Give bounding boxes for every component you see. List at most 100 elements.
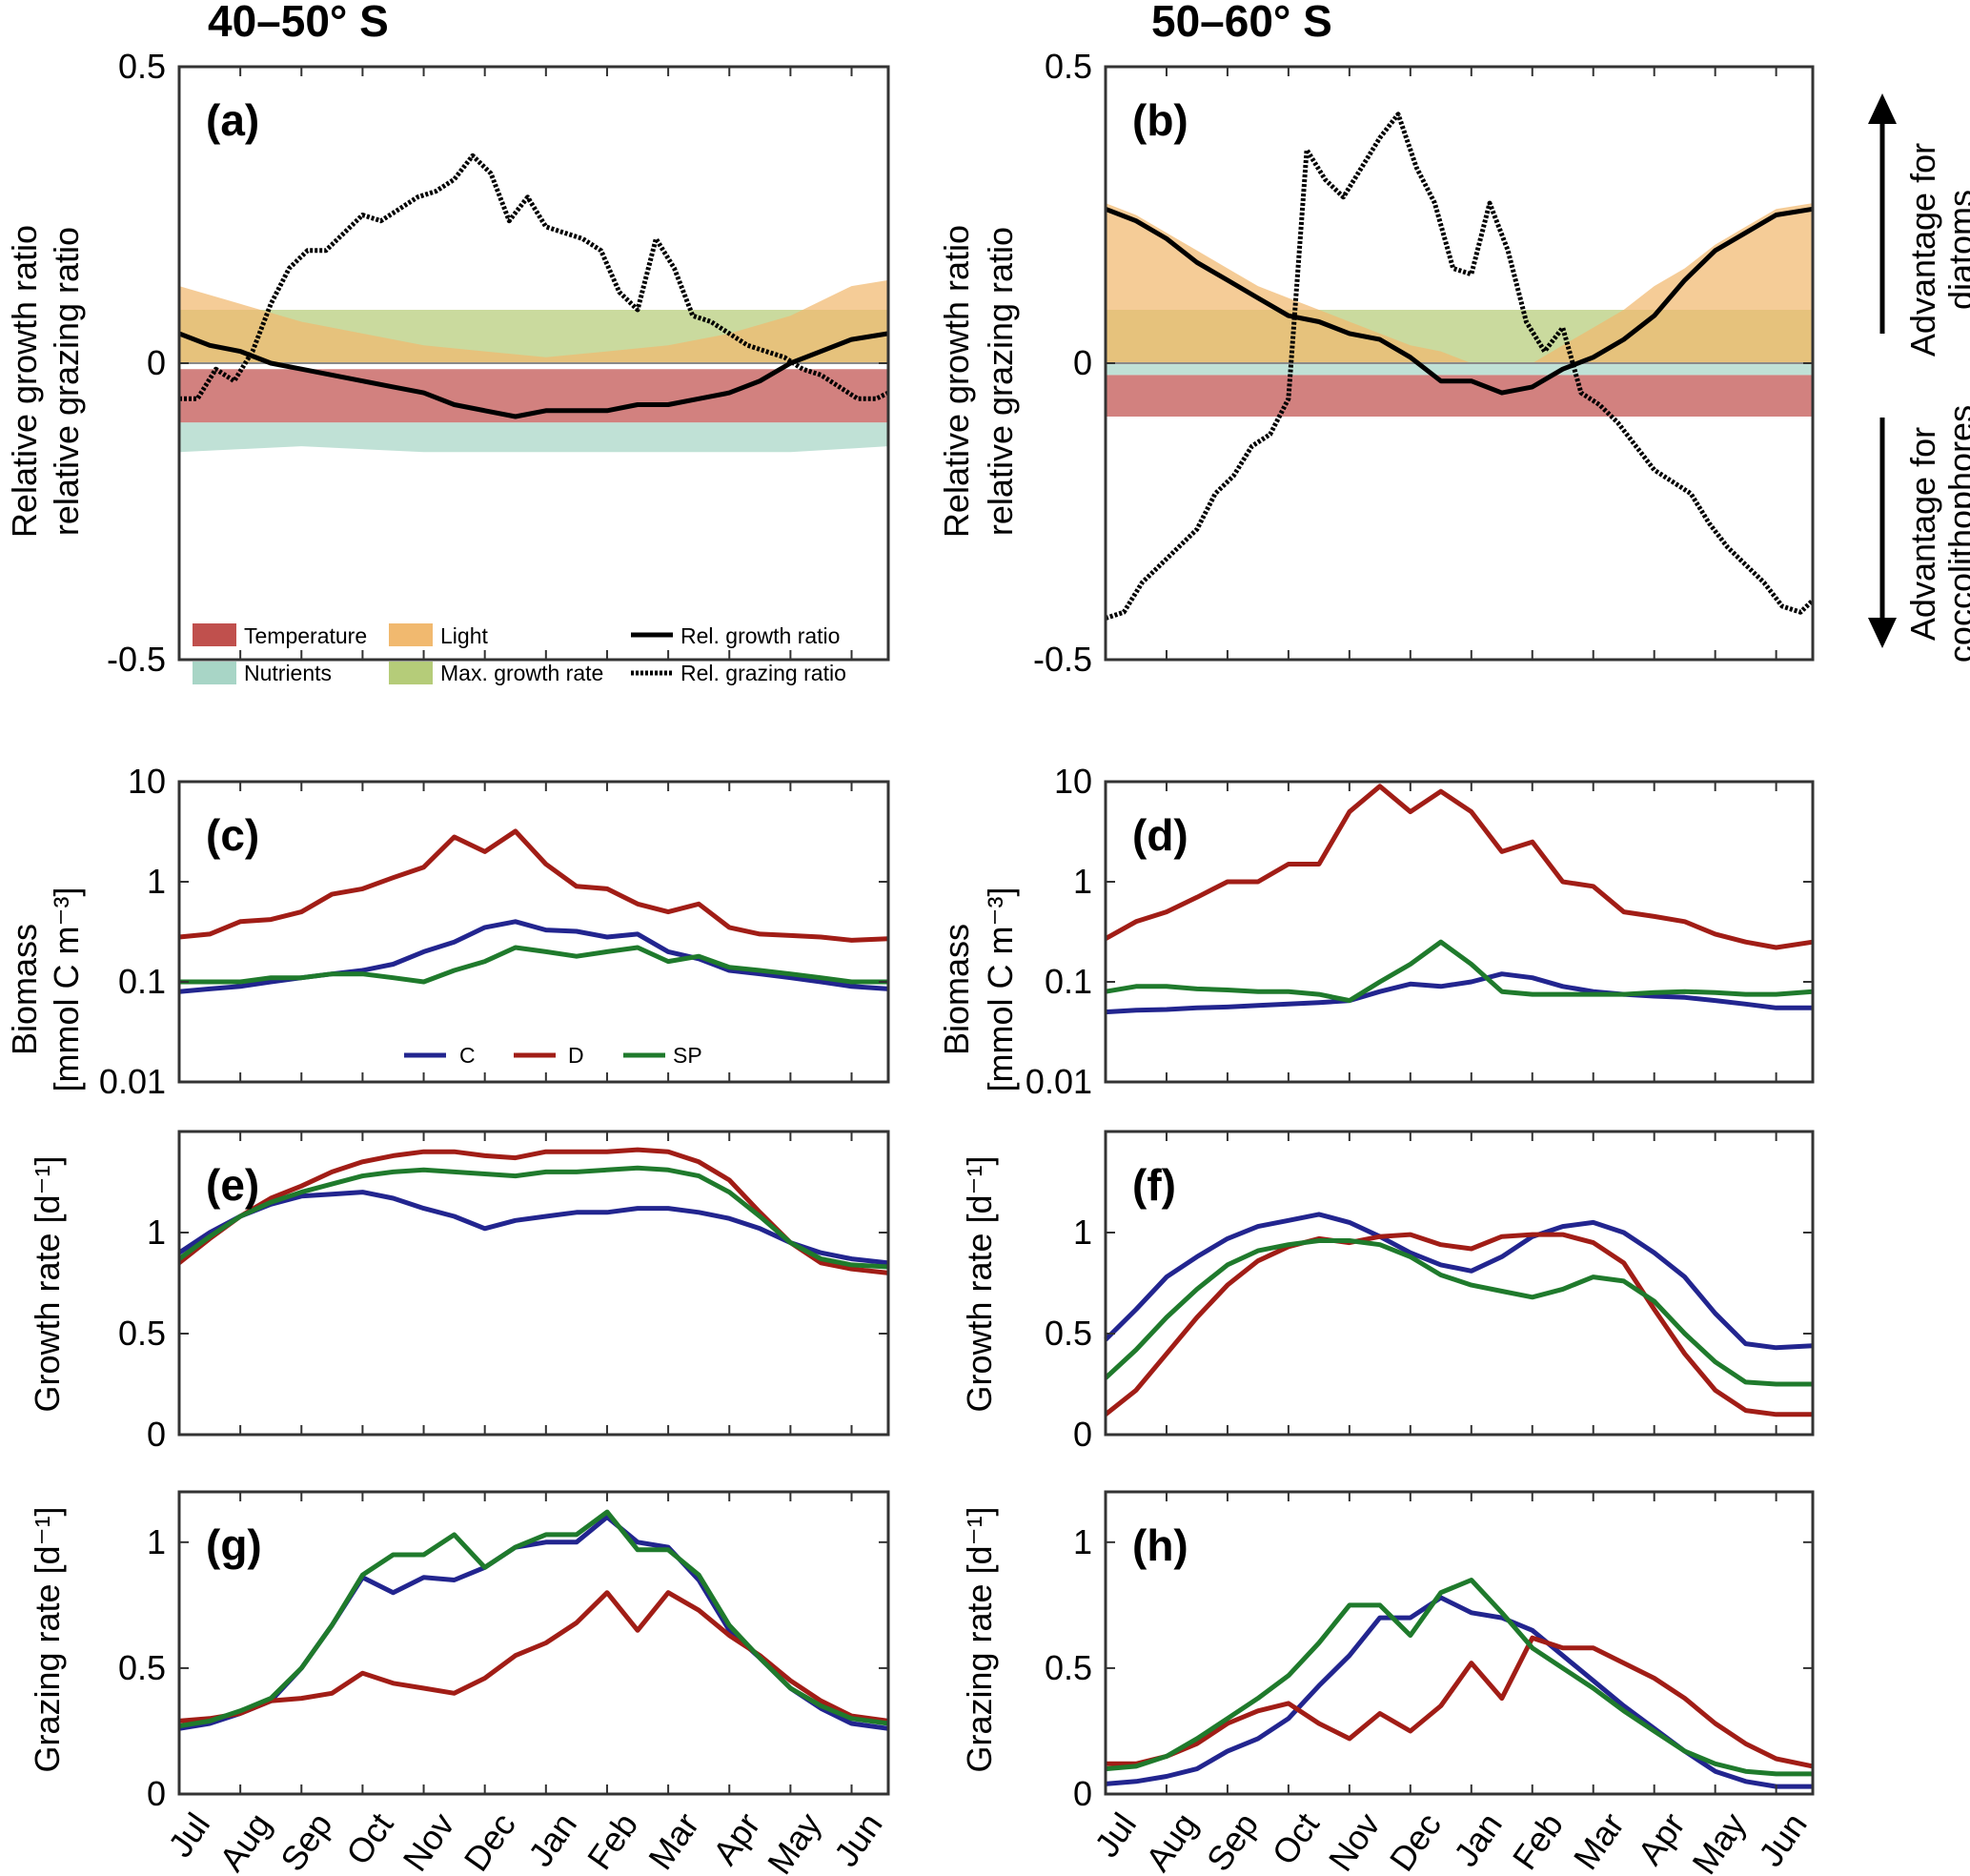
ytick-label: 1 (147, 1213, 166, 1252)
plot-frame (177, 780, 890, 1084)
panel-b: 0.5 0 -0.5 (b) (1033, 47, 1815, 679)
xtick-label: Apr (1630, 1805, 1693, 1871)
advantage-diatoms-line1: Advantage for (1903, 143, 1942, 357)
series-d (178, 828, 889, 943)
panels: 0.50-0.5(a)0.50-0.5(b)1010.10.01(c)1010.… (99, 47, 1815, 1876)
band-nutrients (1106, 363, 1813, 376)
band-light (1106, 203, 1813, 363)
panel-g: 1 0.5 0JulAugSepOctNovDecJanFebMarAprMayJu… (118, 1490, 890, 1876)
plot-frame (177, 1490, 890, 1796)
xtick-label: Jan (1446, 1805, 1510, 1873)
ylabel-grazing-h: Grazing rate [d⁻¹] (960, 1506, 999, 1772)
ytick-label: 0.5 (118, 1314, 166, 1353)
ylabel-biomass-line2-c: [mmol C m⁻³] (47, 887, 86, 1092)
panel-label: (e) (206, 1160, 259, 1210)
ytick-label: 0 (1073, 1415, 1092, 1454)
series-sp (179, 945, 888, 985)
panel-c: 10 1 0.1 0.01 (c) (99, 762, 890, 1101)
xtick-label: Jan (520, 1805, 584, 1873)
series-sp (1105, 939, 1814, 1004)
legend-swatch-light (389, 623, 433, 646)
arrow-up-head (1868, 93, 1897, 124)
series-sp (1104, 1238, 1813, 1387)
xtick-label: Feb (579, 1805, 645, 1876)
ytick-label: 0.5 (1045, 1648, 1092, 1687)
ytick-label: 0 (1073, 1774, 1092, 1813)
plot-frame (1104, 1130, 1815, 1437)
band-light (179, 279, 888, 363)
ytick-label: 1 (147, 1522, 166, 1561)
xtick-label: Aug (212, 1805, 278, 1876)
ylabel-ratio-line2-a: relative grazing ratio (47, 227, 86, 536)
ytick-label: 0.1 (1045, 962, 1092, 1001)
ytick-label: 0 (1073, 343, 1092, 382)
xtick-label: Jul (1087, 1805, 1144, 1864)
panel-label: (f) (1132, 1160, 1176, 1210)
band-temperature (179, 369, 888, 423)
advantage-cocco-line2: coccolithophores (1941, 405, 1970, 663)
ylabel-ratio-line2-b: relative grazing ratio (981, 227, 1020, 536)
ylabel-ratio-line1-b: Relative growth ratio (937, 225, 976, 538)
xtick-label: Jul (160, 1805, 217, 1864)
legend-label-growth: Rel. growth ratio (680, 623, 840, 648)
ylabel-ratio-line1-a: Relative growth ratio (5, 225, 44, 538)
column-title-left: 40–50° S (208, 0, 389, 46)
ytick-label: 10 (1054, 762, 1092, 801)
panel-a: 0.5 0 -0.5 (a) (107, 47, 890, 679)
ylabel-biomass-line1-d: Biomass (937, 924, 976, 1055)
legend-factors: Temperature Light Rel. growth ratio Nutr… (193, 623, 846, 685)
series-c (1105, 971, 1813, 1015)
legend-label-grazing: Rel. grazing ratio (680, 661, 846, 685)
xtick-label: Jun (1751, 1805, 1815, 1873)
legend-label-d: D (568, 1043, 584, 1068)
series-d (1104, 784, 1814, 950)
series-d (1106, 1635, 1814, 1769)
xtick-label: Oct (338, 1805, 401, 1871)
ytick-label: 1 (147, 862, 166, 901)
ylabel-growth-e: Growth rate [d⁻¹] (28, 1155, 67, 1412)
series-c (178, 919, 889, 994)
ytick-label: 0.5 (118, 1648, 166, 1687)
legend-label-nutrients: Nutrients (244, 661, 332, 685)
ytick-label: 0.1 (118, 962, 166, 1001)
xtick-label: Mar (640, 1805, 706, 1876)
xtick-label: Nov (1321, 1805, 1388, 1876)
series-c (178, 1514, 889, 1731)
xtick-label: Apr (705, 1805, 768, 1871)
xtick-label: May (760, 1805, 829, 1876)
legend-groups: C D SP (404, 1043, 702, 1068)
panel-e: 1 0.5 0 (e) (118, 1130, 890, 1454)
ytick-label: 0 (147, 1415, 166, 1454)
advantage-cocco-line1: Advantage for (1903, 427, 1942, 641)
column-title-right: 50–60° S (1151, 0, 1332, 46)
xtick-label: Oct (1264, 1805, 1327, 1871)
series-sp (177, 1165, 889, 1270)
advantage-annotation: Advantage for diatoms Advantage for cocc… (1868, 93, 1970, 663)
legend-label-maxgrowth: Max. growth rate (440, 661, 603, 685)
panel-label: (c) (206, 810, 259, 860)
ytick-label: 1 (1073, 1213, 1092, 1252)
series-rel-grazing-ratio (179, 153, 890, 401)
panel-d: 10 1 0.1 0.01 (d) (1026, 762, 1815, 1101)
panel-label: (a) (206, 95, 259, 145)
series-d (1104, 1232, 1813, 1417)
xtick-label: Sep (273, 1805, 339, 1876)
ytick-label: 0 (147, 1774, 166, 1813)
legend-label-temperature: Temperature (244, 623, 367, 648)
series-sp (178, 1509, 889, 1729)
legend-swatch-temperature (193, 623, 236, 646)
band-nutrients (179, 422, 888, 453)
legend-label-light: Light (440, 623, 488, 648)
advantage-diatoms-line2: diatoms (1941, 190, 1970, 310)
series-d (177, 1147, 889, 1275)
panel-label: (b) (1132, 95, 1188, 145)
plot-frame (177, 1130, 890, 1437)
ytick-label: 0.5 (1045, 47, 1092, 86)
legend-swatch-maxgrowth (389, 662, 433, 684)
series-c (177, 1190, 889, 1266)
ylabel-grazing-g: Grazing rate [d⁻¹] (28, 1506, 67, 1772)
legend-label-c: C (459, 1043, 476, 1068)
ytick-label: 10 (128, 762, 166, 801)
panel-h: 1 0.5 0JulAugSepOctNovDecJanFebMarAprMayJu… (1045, 1490, 1815, 1876)
